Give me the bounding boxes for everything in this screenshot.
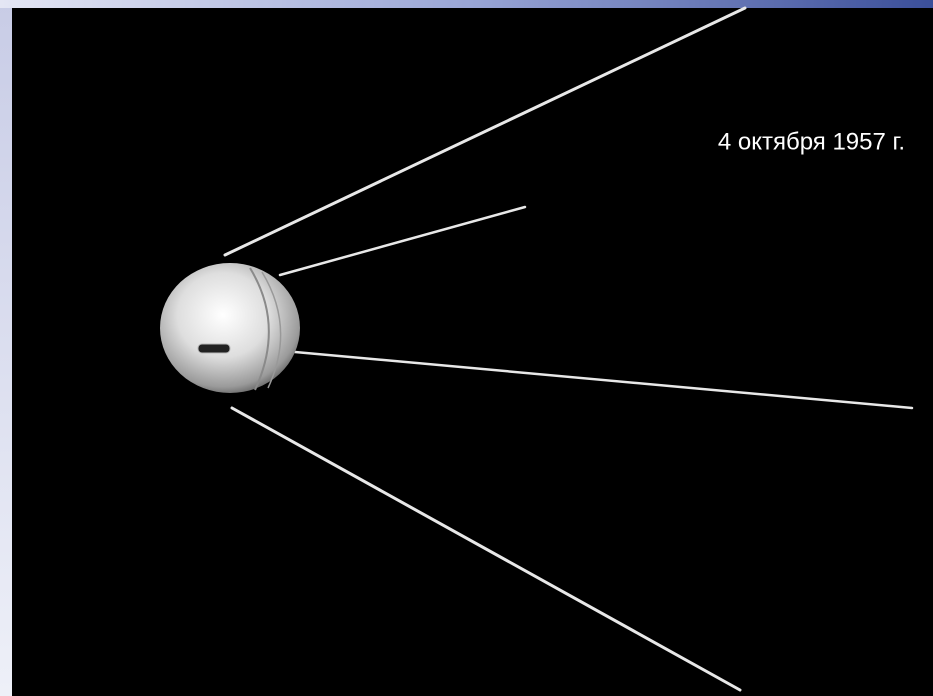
page: 4 октября 1957 г. (() => { const data = …	[0, 0, 933, 696]
caption: 4 октября 1957 г.	[718, 128, 905, 155]
top-frame	[0, 0, 933, 8]
antenna-mount	[198, 344, 230, 353]
photo	[12, 8, 933, 696]
sputnik-sphere	[160, 263, 300, 393]
photo-slide: 4 октября 1957 г.	[0, 0, 933, 696]
